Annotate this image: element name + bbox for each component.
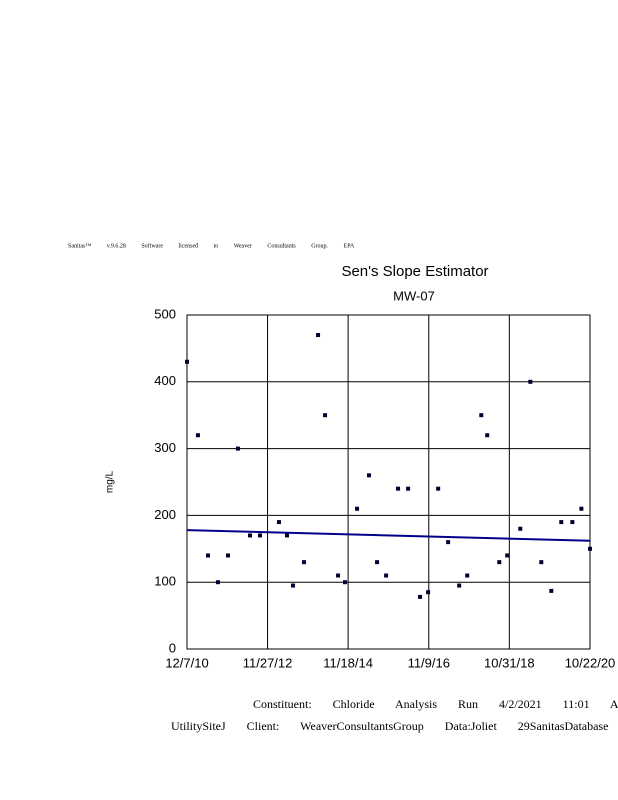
- point: [284, 533, 289, 538]
- point: [539, 560, 544, 565]
- y-tick-label: 400: [154, 373, 176, 388]
- x-tick-label: 11/9/16: [408, 655, 450, 670]
- point: [248, 533, 253, 538]
- y-tick-label: 500: [154, 306, 176, 321]
- point: [215, 580, 220, 585]
- x-tick-label: 10/22/20: [565, 655, 616, 670]
- point: [479, 413, 484, 418]
- point: [446, 540, 451, 545]
- point: [235, 446, 240, 451]
- point: [336, 573, 341, 578]
- point: [570, 520, 575, 525]
- point: [355, 506, 360, 511]
- point: [418, 594, 423, 599]
- point: [316, 333, 321, 338]
- point: [485, 433, 490, 438]
- x-tick-label: 10/31/18: [484, 655, 535, 670]
- point: [518, 526, 523, 531]
- point: [301, 560, 306, 565]
- point: [579, 506, 584, 511]
- x-tick-label: 11/18/14: [323, 655, 373, 670]
- point: [195, 433, 200, 438]
- x-tick-label: 12/7/10: [165, 655, 208, 670]
- y-tick-label: 100: [154, 574, 176, 589]
- point: [457, 583, 462, 588]
- x-tick-label: 11/27/12: [243, 655, 293, 670]
- point: [588, 546, 592, 551]
- point: [497, 560, 502, 565]
- y-tick-label: 200: [154, 507, 176, 522]
- trend-line: [186, 529, 591, 542]
- chart-title: Sen's Slope Estimator: [341, 263, 488, 280]
- footer-line: Constituent: Chloride Analysis Run 4/2/2…: [253, 697, 618, 711]
- point: [465, 573, 470, 578]
- header: Sanitas™ v.9.6.28 Software licensed to W…: [68, 242, 355, 249]
- point: [323, 413, 328, 418]
- point: [257, 533, 262, 538]
- point: [559, 520, 564, 525]
- point: [406, 486, 411, 491]
- point: [185, 359, 189, 364]
- y-tick-label: 0: [169, 640, 176, 655]
- plot-area: [186, 314, 591, 650]
- point: [342, 580, 347, 585]
- y-axis-label: mg/L: [105, 470, 116, 493]
- point: [226, 553, 231, 558]
- point: [426, 590, 431, 595]
- point: [276, 520, 281, 525]
- point: [291, 583, 296, 588]
- point: [505, 553, 510, 558]
- footer-line: UtilitySiteJ Client: WeaverConsultantsGr…: [171, 719, 608, 733]
- point: [396, 486, 401, 491]
- point: [375, 560, 380, 565]
- point: [528, 379, 533, 384]
- point: [549, 588, 554, 593]
- point: [384, 573, 389, 578]
- point: [367, 473, 372, 478]
- point: [436, 486, 441, 491]
- y-tick-label: 300: [154, 440, 176, 455]
- point: [206, 553, 211, 558]
- chart-subtitle: MW-07: [393, 288, 435, 303]
